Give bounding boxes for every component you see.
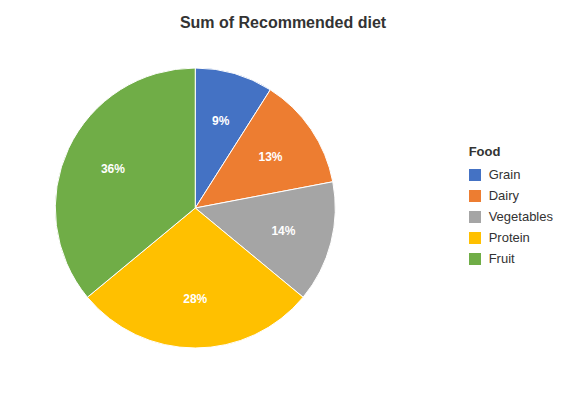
html-text:Dairy: Dairy [488, 188, 519, 203]
svg-text:36%: 36% [101, 162, 125, 176]
html-text:Grain: Grain [488, 167, 521, 182]
svg-text:13%: 13% [259, 150, 283, 164]
svg-text:28%: 28% [183, 292, 207, 306]
svg-text:9%: 9% [212, 114, 230, 128]
svg-text:14%: 14% [271, 224, 295, 238]
html-text:Sum of Recommended diet: Sum of Recommended diet [179, 14, 387, 31]
html-text:Fruit: Fruit [488, 251, 515, 266]
html-text:Food: Food [468, 144, 501, 159]
html-text:Vegetables: Vegetables [488, 209, 553, 224]
html-text:Protein: Protein [488, 230, 530, 245]
